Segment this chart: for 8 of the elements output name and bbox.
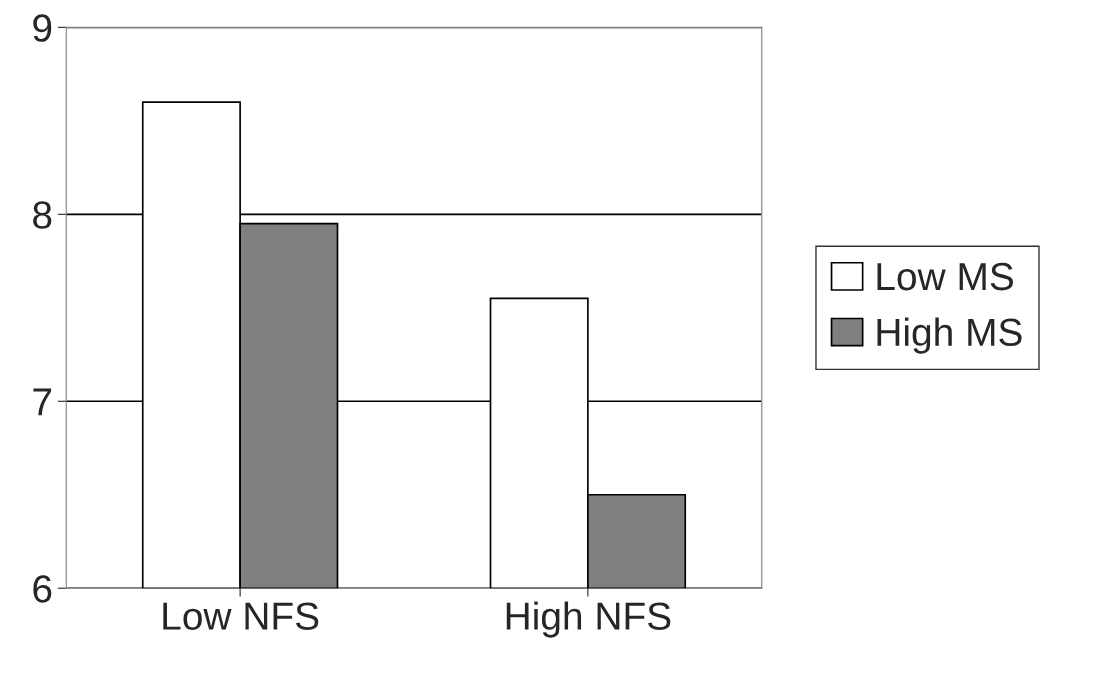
y-tick-label: 6 [33, 575, 52, 603]
x-tick-label: High NFS [506, 601, 671, 638]
legend-label: High MS [877, 317, 1022, 354]
y-tick-label: 9 [33, 14, 52, 42]
y-tick-label: 8 [33, 201, 52, 229]
x-tick-label: Low NFS [163, 602, 319, 630]
legend-label: Low MS [877, 262, 1014, 291]
y-tick-label: 7 [33, 388, 52, 416]
